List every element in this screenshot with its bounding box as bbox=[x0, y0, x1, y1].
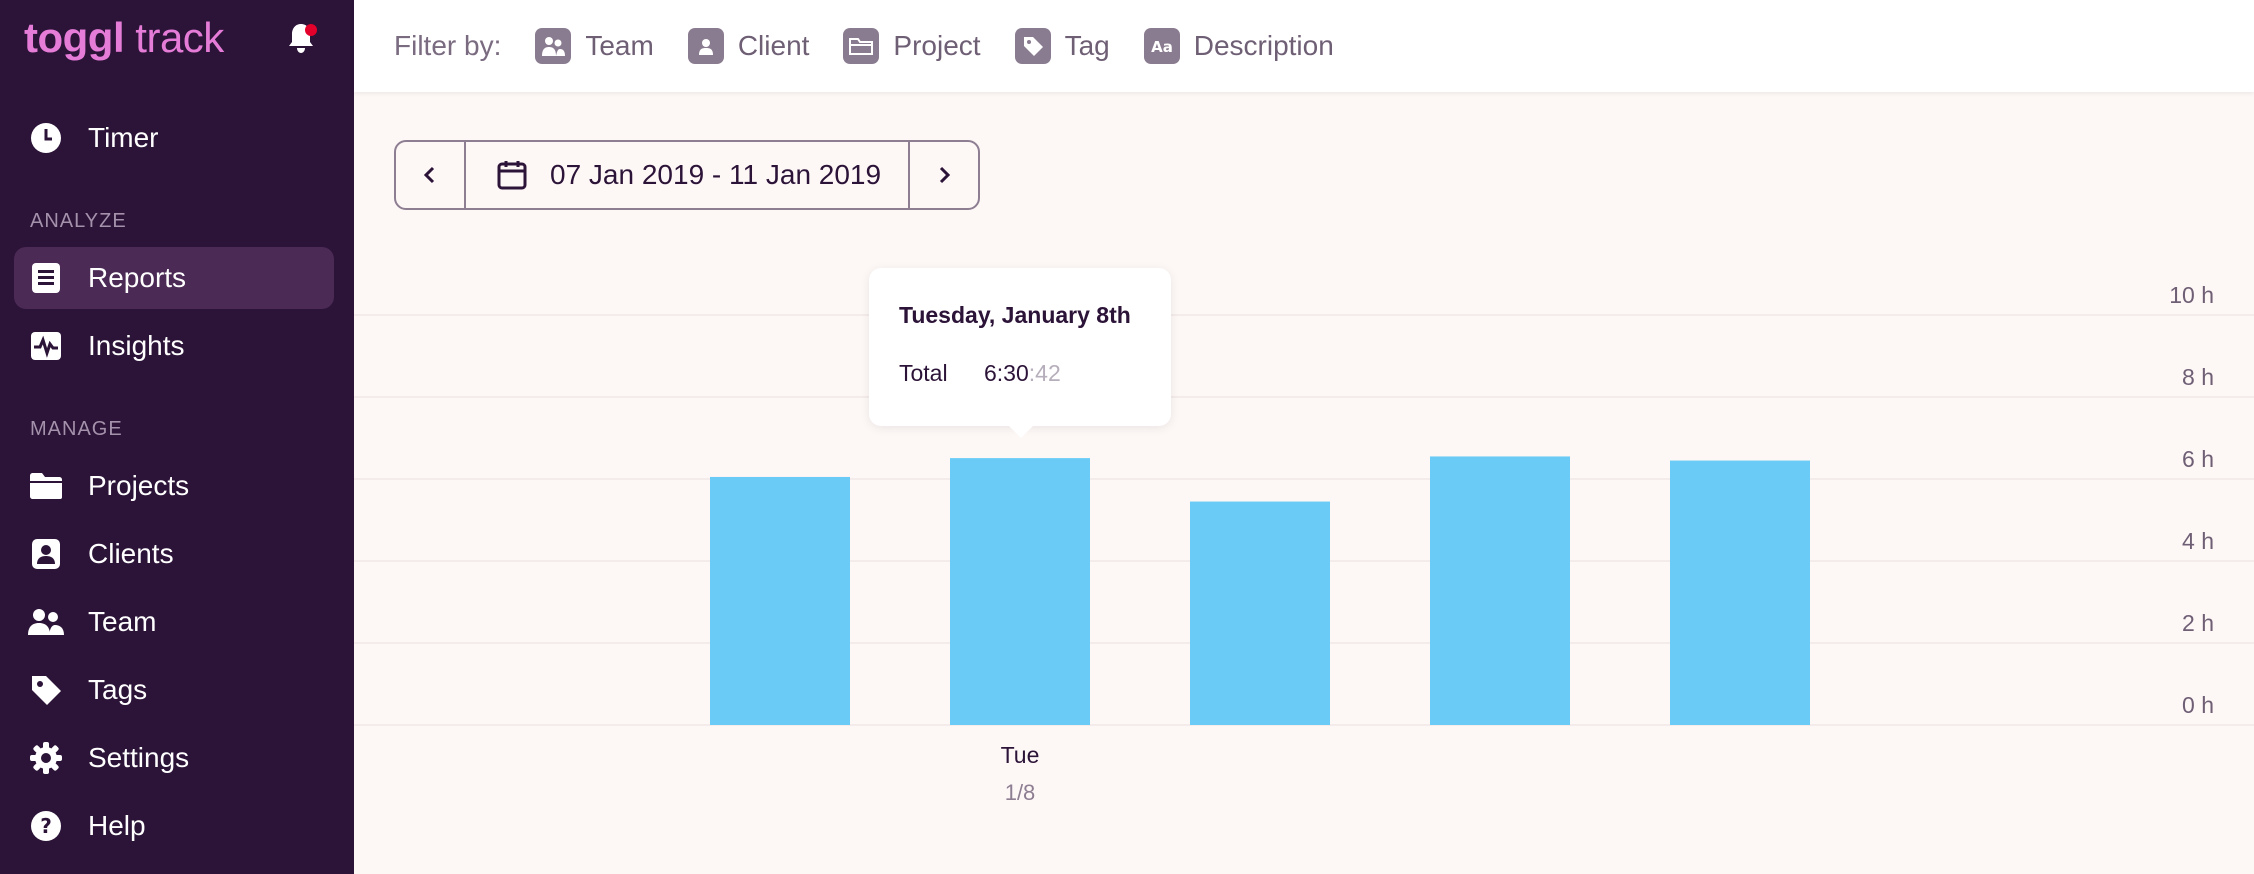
filter-label: Team bbox=[585, 30, 654, 61]
daily-hours-bar-chart: 0 h 2 h 4 h 6 h 8 h 10 h bbox=[354, 240, 2254, 874]
client-icon bbox=[28, 536, 64, 572]
sidebar-item-label: Projects bbox=[88, 470, 190, 501]
y-tick-label: 2 h bbox=[2182, 610, 2214, 636]
filter-label: Client bbox=[737, 30, 810, 61]
previous-period-button[interactable] bbox=[396, 142, 466, 208]
sidebar: toggl track Timer ANALYZE Reports Insigh… bbox=[0, 0, 354, 874]
sidebar-item-label: Help bbox=[88, 810, 146, 841]
filter-label: Description bbox=[1193, 30, 1334, 61]
tag-icon bbox=[28, 672, 64, 708]
toggl-track-logo[interactable]: toggl track bbox=[24, 14, 224, 61]
filter-project[interactable]: Project bbox=[843, 28, 981, 64]
filter-team[interactable]: Team bbox=[535, 28, 654, 64]
section-label-manage: MANAGE bbox=[30, 418, 123, 440]
chart-bar[interactable] bbox=[1430, 456, 1570, 725]
y-tick-label: 0 h bbox=[2182, 692, 2214, 718]
help-icon: ? bbox=[28, 808, 64, 844]
sidebar-item-label: Insights bbox=[88, 330, 185, 361]
sidebar-item-tags[interactable]: Tags bbox=[14, 659, 334, 721]
bar-tooltip: Tuesday, January 8th Total 6:30:42 bbox=[869, 268, 1171, 438]
y-tick-label: 10 h bbox=[2169, 282, 2214, 308]
sidebar-item-settings[interactable]: Settings bbox=[14, 727, 334, 789]
team-icon bbox=[28, 604, 64, 640]
sidebar-item-label: Tags bbox=[88, 674, 148, 705]
y-tick-label: 6 h bbox=[2182, 446, 2214, 472]
svg-text:?: ? bbox=[40, 814, 52, 838]
filter-description[interactable]: Aa Description bbox=[1143, 28, 1334, 64]
tooltip-total-label: Total bbox=[899, 360, 948, 386]
sidebar-item-label: Clients bbox=[88, 538, 174, 569]
text-icon: Aa bbox=[1143, 28, 1180, 64]
sidebar-item-clients[interactable]: Clients bbox=[14, 523, 334, 585]
date-range-picker: 07 Jan 2019 - 11 Jan 2019 bbox=[394, 140, 980, 210]
reports-icon bbox=[28, 260, 64, 296]
folder-icon bbox=[843, 28, 880, 64]
team-icon bbox=[535, 28, 572, 64]
sidebar-item-timer[interactable]: Timer bbox=[14, 107, 334, 169]
filter-client[interactable]: Client bbox=[687, 28, 810, 64]
notifications-bell-icon[interactable] bbox=[283, 20, 319, 56]
calendar-icon bbox=[497, 161, 527, 190]
chevron-left-icon bbox=[423, 166, 435, 184]
date-range-button[interactable]: 07 Jan 2019 - 11 Jan 2019 bbox=[466, 142, 908, 208]
client-icon bbox=[687, 28, 724, 64]
y-tick-label: 4 h bbox=[2182, 528, 2214, 554]
chart-bar[interactable] bbox=[1190, 501, 1330, 725]
chart-bar[interactable] bbox=[710, 476, 850, 725]
chevron-right-icon bbox=[939, 166, 951, 184]
x-axis-date-label: 1/8 bbox=[1004, 780, 1036, 805]
filter-tag[interactable]: Tag bbox=[1014, 28, 1110, 64]
filter-bar: Filter by: Team Client Project Tag Aa De… bbox=[354, 0, 2254, 92]
insights-icon bbox=[28, 328, 64, 364]
sidebar-item-help[interactable]: ? Help bbox=[14, 795, 334, 857]
tag-icon bbox=[1014, 28, 1051, 64]
gear-icon bbox=[28, 740, 64, 776]
y-tick-label: 8 h bbox=[2182, 364, 2214, 390]
filter-by-label: Filter by: bbox=[394, 30, 502, 61]
section-label-analyze: ANALYZE bbox=[30, 210, 127, 232]
x-axis-day-label: Tue bbox=[1000, 742, 1040, 768]
svg-text:Aa: Aa bbox=[1151, 38, 1173, 56]
chart-bar[interactable] bbox=[950, 458, 1090, 725]
date-range-label: 07 Jan 2019 - 11 Jan 2019 bbox=[550, 159, 882, 190]
sidebar-item-label: Team bbox=[88, 606, 157, 637]
sidebar-item-label: Reports bbox=[88, 262, 187, 293]
sidebar-item-label: Timer bbox=[88, 122, 159, 153]
chart-bar[interactable] bbox=[1670, 460, 1810, 725]
filter-label: Tag bbox=[1064, 30, 1110, 61]
sidebar-item-insights[interactable]: Insights bbox=[14, 315, 334, 377]
chart-canvas: 0 h 2 h 4 h 6 h 8 h 10 h bbox=[354, 282, 2254, 726]
folder-icon bbox=[28, 468, 64, 504]
next-period-button[interactable] bbox=[908, 142, 978, 208]
tooltip-total-value: 6:30:42 bbox=[984, 360, 1061, 386]
sidebar-item-label: Settings bbox=[88, 742, 190, 773]
tooltip-title: Tuesday, January 8th bbox=[899, 302, 1131, 328]
clock-icon bbox=[28, 120, 64, 156]
sidebar-item-team[interactable]: Team bbox=[14, 591, 334, 653]
sidebar-item-projects[interactable]: Projects bbox=[14, 455, 334, 517]
sidebar-item-reports[interactable]: Reports bbox=[14, 247, 334, 309]
filter-label: Project bbox=[893, 30, 981, 61]
